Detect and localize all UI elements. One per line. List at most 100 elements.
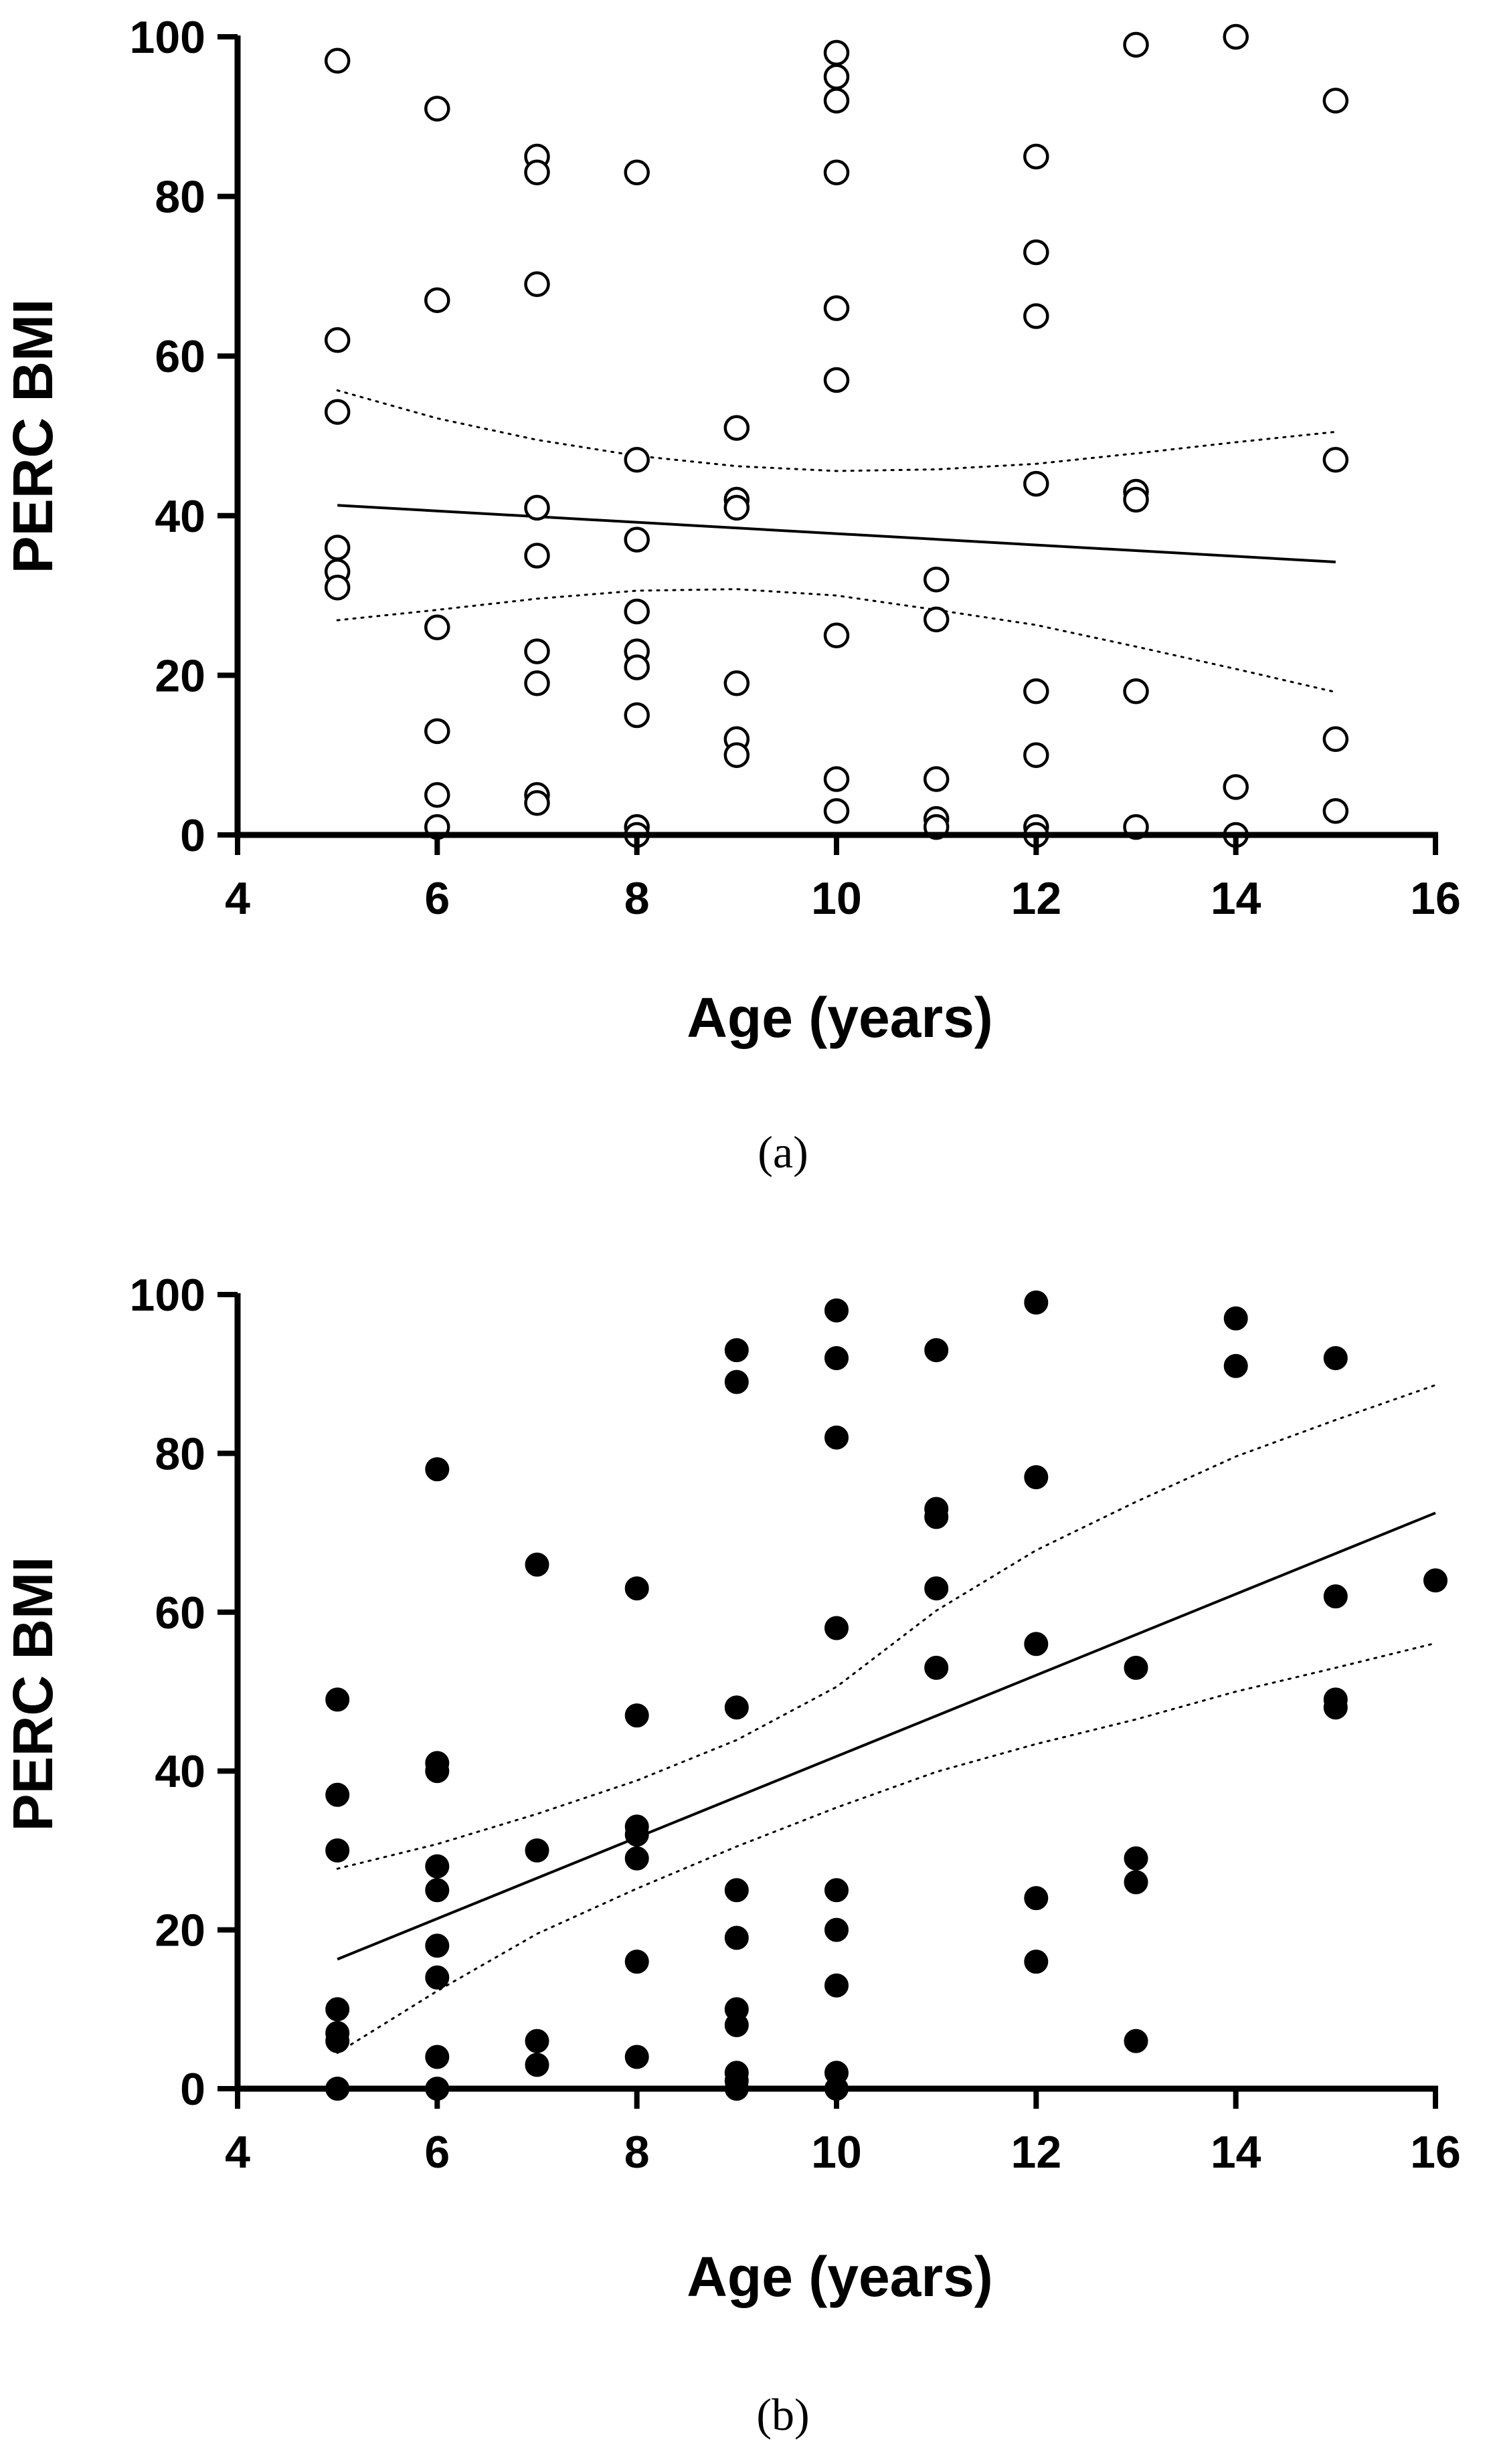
panel-b-y-tick-label: 0 <box>180 2064 205 2115</box>
panel-a-data-point <box>524 790 550 816</box>
panel-a-data-point <box>324 48 351 74</box>
panel-a-data-point <box>923 606 950 633</box>
panel-a-data-point <box>823 39 850 66</box>
panel-a-data-point <box>1123 486 1149 513</box>
panel-b-y-tick-label: 20 <box>155 1905 205 1956</box>
panel-a-data-point <box>1322 797 1349 824</box>
panel-b-axes: 0 20 40 60 80 100 4 6 8 10 12 14 16 <box>130 1270 1461 2178</box>
panel-a-data-point <box>524 543 550 569</box>
panel-b-data-point <box>724 1369 749 1394</box>
panel-b-data-point <box>824 1298 849 1323</box>
panel-b-data-point <box>325 1838 350 1863</box>
panel-b-data-point <box>624 1576 649 1601</box>
panel-a-data-point <box>624 654 650 680</box>
panel-a-y-tick-label: 100 <box>130 12 205 63</box>
panel-b-data-point <box>1124 1846 1148 1871</box>
panel-b-y-tick-label: 100 <box>130 1270 205 1321</box>
panel-a-label: (a) <box>758 1127 808 1177</box>
panel-b-x-tick-label: 8 <box>624 2127 650 2178</box>
panel-b-x-tick-label: 14 <box>1211 2127 1261 2178</box>
panel-a-data-point <box>823 766 850 792</box>
panel-a-data-point <box>1123 678 1149 704</box>
panel-b-data-point <box>425 1933 450 1958</box>
panel-b-data-point <box>1124 1655 1148 1680</box>
panel-a-data-point <box>1223 23 1249 50</box>
panel-a-ci-upper-line <box>336 389 1337 472</box>
panel-b-data-point <box>425 1759 450 1784</box>
panel-b-data-point <box>1323 1695 1348 1720</box>
panel-b-data-point <box>325 1997 350 2022</box>
panel-b-data-point <box>824 1346 849 1370</box>
panel-a-data-point <box>723 494 750 521</box>
panel-a-data-point <box>1123 31 1149 58</box>
panel-a-x-tick-label: 4 <box>225 873 250 924</box>
panel-b-data-point <box>1024 1886 1049 1911</box>
panel-a-x-tick-label: 10 <box>811 873 862 924</box>
panel-b-x-tick-label: 12 <box>1011 2127 1062 2178</box>
panel-a-x-tick-label: 16 <box>1410 873 1461 924</box>
panel-a-data-point <box>723 670 750 696</box>
panel-b-data-point <box>1124 1870 1148 1895</box>
panel-b-data-point <box>425 1965 450 1990</box>
panel-b-data-point <box>1024 1465 1049 1489</box>
panel-b-data-point <box>924 1576 949 1601</box>
panel-b-data-point <box>824 1425 849 1450</box>
panel-b-y-tick-label: 60 <box>155 1588 205 1638</box>
panel-a-data-point <box>1023 303 1049 329</box>
panel-a-data-point <box>324 399 351 425</box>
panel-b-data-point <box>525 2028 549 2053</box>
panel-b-chart: 0 20 40 60 80 100 4 6 8 10 12 14 16 Age (years) PERC… <box>1 1270 1461 2440</box>
panel-a-data-point <box>424 287 450 313</box>
panel-a-data-point <box>624 159 650 186</box>
panel-a-data-point <box>424 718 450 745</box>
panel-b-regression-line <box>337 1511 1436 1961</box>
panel-a-data-point <box>524 670 550 696</box>
panel-b-data-point <box>724 1925 749 1950</box>
panel-a-y-tick-label: 40 <box>155 491 205 542</box>
panel-a-x-tick-label: 8 <box>624 873 650 924</box>
panel-b-data-point <box>924 1338 949 1363</box>
panel-b-x-tick-label: 10 <box>811 2127 862 2178</box>
panel-a-data-point <box>524 271 550 298</box>
panel-b-y-tick-label: 80 <box>155 1428 205 1479</box>
panel-b-data-point <box>1223 1353 1248 1378</box>
panel-b-data-point <box>1024 1290 1049 1315</box>
panel-a-regression-line <box>337 504 1336 563</box>
panel-a-data-point <box>1023 143 1049 170</box>
panel-a-data-point <box>324 574 351 601</box>
panel-a-data-point <box>1322 726 1349 753</box>
panel-b-data-point <box>325 1687 350 1712</box>
panel-a-data-point <box>823 88 850 114</box>
panel-b-data-point <box>924 1505 949 1529</box>
panel-b-data-point <box>425 1878 450 1903</box>
panel-b-data-point <box>325 1782 350 1807</box>
panel-b-data-point <box>1323 1584 1348 1609</box>
panel-b-data-point <box>1423 1568 1448 1593</box>
panel-b-data-point <box>824 1616 849 1640</box>
panel-a-data-point <box>324 535 351 561</box>
panel-b-data-point <box>624 1822 649 1847</box>
panel-a-data-point <box>624 598 650 625</box>
panel-b-ci-lower-line <box>336 1642 1437 2055</box>
panel-a-y-tick-label: 20 <box>155 650 205 701</box>
panel-a-y-tick-label: 0 <box>180 810 205 861</box>
panel-b-x-axis-title: Age (years) <box>687 2245 993 2308</box>
panel-a-data-point <box>823 64 850 90</box>
panel-b-data-point <box>624 2045 649 2069</box>
panel-b-data-point <box>724 1878 749 1903</box>
panel-a-data-point <box>424 96 450 122</box>
panel-b-data-point <box>425 1457 450 1482</box>
panel-a-data-point <box>1023 742 1049 768</box>
panel-a-data-point <box>923 566 950 593</box>
panel-b-data-point <box>824 1973 849 1998</box>
panel-a-y-axis-title: PERC BMI <box>1 299 64 574</box>
panel-b-data-point <box>525 1552 549 1577</box>
panel-a-data-point <box>1223 774 1249 800</box>
panel-b-data-point <box>924 1655 949 1680</box>
panel-b-y-tick-label: 40 <box>155 1746 205 1797</box>
panel-b-data-point <box>624 1703 649 1728</box>
panel-a-data-point <box>823 295 850 321</box>
panel-b-x-tick-label: 16 <box>1410 2127 1461 2178</box>
panel-b-data-point <box>624 1846 649 1871</box>
